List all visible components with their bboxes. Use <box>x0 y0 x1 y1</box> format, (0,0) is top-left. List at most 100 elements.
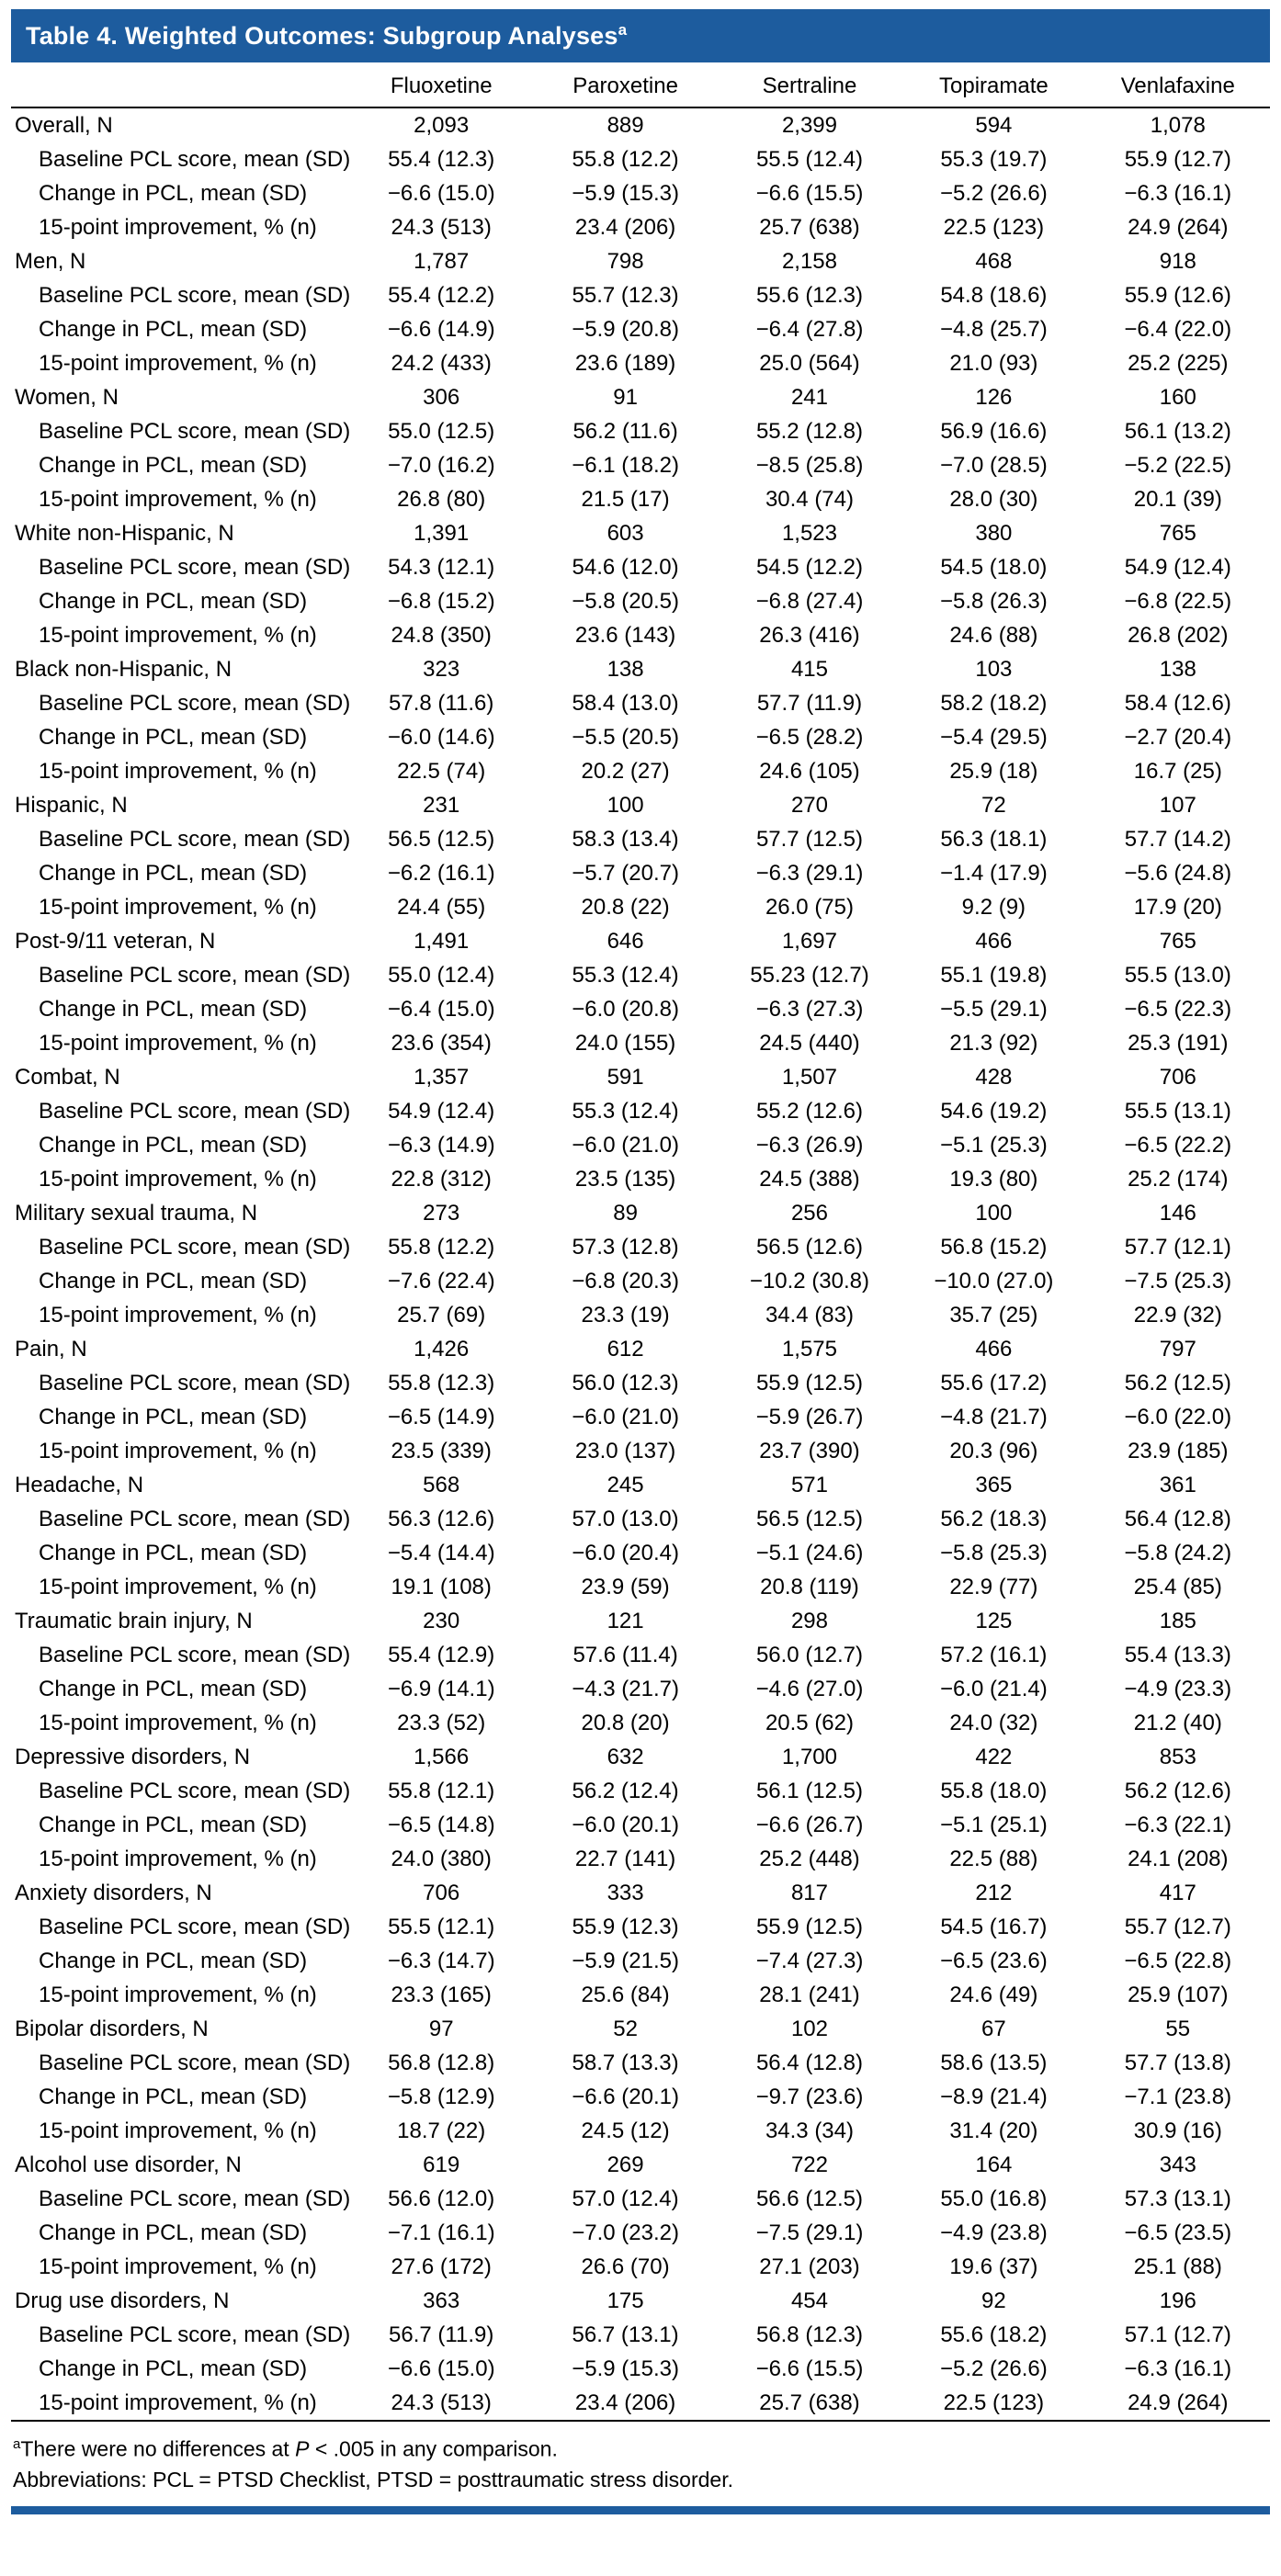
footnotes: aThere were no differences at P < .005 i… <box>11 2420 1270 2504</box>
stat-value-cell: −6.3 (16.1) <box>1124 181 1232 206</box>
stat-value-cell: 55.5 (12.1) <box>388 1915 495 1939</box>
group-n-cell: 138 <box>606 657 644 682</box>
group-n-cell: 468 <box>975 249 1013 274</box>
stat-label: 15-point improvement, % (n) <box>39 1575 317 1599</box>
footnote-a: aThere were no differences at P < .005 i… <box>13 2429 1268 2465</box>
stat-value-cell: 23.6 (189) <box>574 351 676 376</box>
stat-value-cell: −5.8 (26.3) <box>939 589 1048 614</box>
stat-value-cell: 56.9 (16.6) <box>940 419 1048 444</box>
stat-value-cell: 55.9 (12.5) <box>755 1915 864 1939</box>
stat-value-cell: 16.7 (25) <box>1133 759 1222 784</box>
subgroup-outcomes-table: Fluoxetine Paroxetine Sertraline Topiram… <box>11 62 1270 2420</box>
group-n-cell: 1,700 <box>781 1745 837 1769</box>
stat-value-cell: 57.0 (13.0) <box>572 1507 679 1531</box>
stat-value-cell: 58.2 (18.2) <box>940 691 1048 716</box>
stat-label: 15-point improvement, % (n) <box>39 759 317 784</box>
stat-value-cell: 54.6 (19.2) <box>940 1099 1048 1124</box>
group-header-row: Post-9/11 veteran, N 1,491 646 1,697 466 765 <box>11 924 1270 958</box>
group-n-cell: 138 <box>1159 657 1196 682</box>
group-n-cell: 91 <box>613 385 638 410</box>
stat-label: Change in PCL, mean (SD) <box>39 861 308 886</box>
stat-value-cell: 25.2 (225) <box>1128 351 1229 376</box>
group-n-cell: 245 <box>606 1473 644 1497</box>
group-n-cell: 125 <box>975 1609 1013 1633</box>
stat-value-cell: 20.5 (62) <box>765 1711 854 1735</box>
stat-value-cell: 21.0 (93) <box>949 351 1038 376</box>
stat-value-cell: 57.8 (11.6) <box>389 691 494 716</box>
stat-value-cell: 55.23 (12.7) <box>750 963 869 988</box>
stat-value-cell: −7.5 (25.3) <box>1124 1269 1232 1294</box>
group-label: Combat, N <box>15 1065 120 1090</box>
stat-label: Baseline PCL score, mean (SD) <box>39 1915 349 1939</box>
stat-value-cell: 55.4 (12.9) <box>388 1643 495 1667</box>
stat-value-cell: −4.9 (23.8) <box>939 2220 1048 2245</box>
group-n-cell: 363 <box>423 2288 460 2313</box>
stat-value-cell: 23.3 (52) <box>397 1711 486 1735</box>
group-label: Anxiety disorders, N <box>15 1881 212 1905</box>
stat-value-cell: 55.8 (12.2) <box>388 1235 495 1260</box>
stat-value-cell: −6.5 (23.5) <box>1124 2220 1232 2245</box>
stat-value-cell: −5.2 (26.6) <box>939 2356 1048 2381</box>
stat-label: Baseline PCL score, mean (SD) <box>39 2186 349 2211</box>
stat-value-cell: 54.8 (18.6) <box>940 283 1048 308</box>
group-n-cell: 343 <box>1159 2152 1196 2177</box>
stat-label: 15-point improvement, % (n) <box>39 895 317 920</box>
group-header-row: Anxiety disorders, N 706 333 817 212 417 <box>11 1876 1270 1910</box>
stat-row: Baseline PCL score, mean (SD) 55.8 (12.2)… <box>11 1230 1270 1264</box>
group-n-cell: 428 <box>975 1065 1013 1090</box>
stat-value-cell: 57.7 (12.5) <box>755 827 864 852</box>
stat-value-cell: −5.8 (24.2) <box>1124 1541 1232 1565</box>
stat-value-cell: 23.4 (206) <box>574 215 676 240</box>
stat-label: 15-point improvement, % (n) <box>39 1303 317 1328</box>
stat-value-cell: 56.0 (12.7) <box>755 1643 864 1667</box>
stat-value-cell: −5.2 (26.6) <box>939 181 1048 206</box>
stat-value-cell: 56.7 (13.1) <box>572 2322 679 2347</box>
group-n-cell: 765 <box>1159 929 1196 954</box>
stat-value-cell: 55.3 (19.7) <box>940 147 1048 172</box>
stat-value-cell: 24.5 (12) <box>581 2118 670 2143</box>
stat-value-cell: −5.1 (24.6) <box>755 1541 864 1565</box>
stat-value-cell: 20.8 (20) <box>581 1711 670 1735</box>
stat-row: Baseline PCL score, mean (SD) 54.9 (12.4)… <box>11 1094 1270 1128</box>
stat-value-cell: −5.4 (29.5) <box>939 725 1048 750</box>
row-label-column-header <box>11 62 349 108</box>
group-label: Pain, N <box>15 1337 87 1361</box>
stat-value-cell: 17.9 (20) <box>1133 895 1222 920</box>
group-n-cell: 230 <box>423 1609 460 1633</box>
group-label: Black non-Hispanic, N <box>15 657 232 682</box>
group-label: Hispanic, N <box>15 793 128 818</box>
stat-value-cell: 56.2 (12.6) <box>1124 1779 1231 1803</box>
stat-row: Change in PCL, mean (SD) −6.0 (14.6) −5.5 … <box>11 720 1270 754</box>
stat-value-cell: −5.8 (12.9) <box>387 2085 495 2109</box>
stat-label: Baseline PCL score, mean (SD) <box>39 1099 349 1124</box>
stat-value-cell: 25.1 (88) <box>1133 2254 1222 2279</box>
group-n-cell: 1,078 <box>1150 113 1206 138</box>
stat-value-cell: 24.5 (440) <box>759 1031 860 1056</box>
group-n-cell: 241 <box>790 385 828 410</box>
stat-value-cell: −6.6 (15.5) <box>755 181 864 206</box>
stat-value-cell: 55.7 (12.7) <box>1124 1915 1231 1939</box>
stat-value-cell: −6.8 (27.4) <box>755 589 864 614</box>
group-n-cell: 706 <box>423 1881 460 1905</box>
stat-value-cell: 55.4 (12.3) <box>388 147 495 172</box>
stat-value-cell: 28.1 (241) <box>759 1983 860 2007</box>
stat-row: Change in PCL, mean (SD) −6.3 (14.9) −6.0 … <box>11 1128 1270 1162</box>
stat-value-cell: 55.6 (18.2) <box>940 2322 1048 2347</box>
stat-value-cell: 9.2 (9) <box>961 895 1026 920</box>
stat-row: Baseline PCL score, mean (SD) 56.8 (12.8)… <box>11 2046 1270 2080</box>
group-n-cell: 1,357 <box>414 1065 470 1090</box>
stat-value-cell: 24.8 (350) <box>391 623 492 648</box>
stat-value-cell: 26.6 (70) <box>581 2254 670 2279</box>
column-header-fluoxetine: Fluoxetine <box>349 62 534 108</box>
group-n-cell: 454 <box>790 2288 828 2313</box>
group-n-cell: 270 <box>790 793 828 818</box>
group-n-cell: 256 <box>790 1201 828 1226</box>
group-n-cell: 1,426 <box>414 1337 470 1361</box>
stat-value-cell: −7.1 (23.8) <box>1124 2085 1232 2109</box>
stat-value-cell: −4.8 (21.7) <box>939 1405 1048 1429</box>
stat-value-cell: 58.7 (13.3) <box>572 2051 679 2075</box>
group-header-row: Alcohol use disorder, N 619 269 722 164 343 <box>11 2148 1270 2182</box>
stat-value-cell: −6.5 (22.2) <box>1124 1133 1232 1158</box>
stat-value-cell: −6.0 (21.0) <box>572 1133 679 1158</box>
stat-value-cell: 26.3 (416) <box>759 623 860 648</box>
